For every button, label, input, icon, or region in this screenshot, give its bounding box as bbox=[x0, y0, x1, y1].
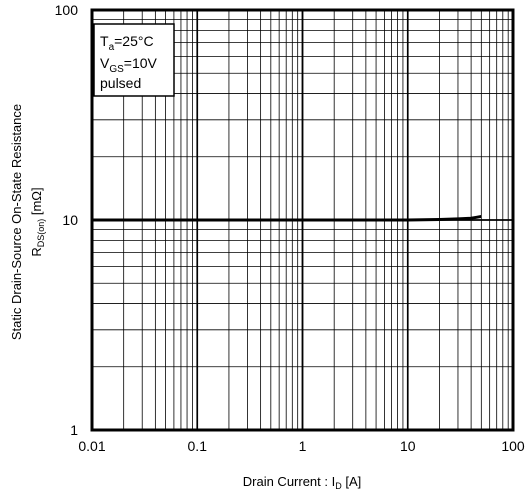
conditions-box: Ta=25°C VGS=10V pulsed bbox=[93, 23, 175, 97]
x-tick-labels: 0.01 0.1 1 10 100 bbox=[78, 438, 525, 454]
condition-gate-voltage: VGS=10V bbox=[100, 55, 158, 75]
x-axis-label: Drain Current : ID [A] bbox=[243, 474, 362, 491]
series-group bbox=[92, 214, 482, 222]
x-tick-label: 100 bbox=[501, 438, 525, 454]
y-axis-label-line1: Static Drain-Source On-State Resistance bbox=[9, 104, 24, 340]
conditions-box-frame bbox=[93, 23, 175, 97]
y-tick-label: 1 bbox=[70, 422, 78, 438]
x-tick-label: 10 bbox=[400, 438, 416, 454]
y-axis-label-line2: RDS(on) [mΩ] bbox=[29, 187, 46, 256]
x-tick-label: 0.01 bbox=[78, 438, 105, 454]
y-tick-label: 100 bbox=[55, 2, 79, 18]
x-tick-label: 1 bbox=[299, 438, 307, 454]
x-tick-label: 0.1 bbox=[188, 438, 208, 454]
series-line-0 bbox=[92, 214, 482, 222]
condition-temperature: Ta=25°C bbox=[100, 33, 154, 53]
plot-frame bbox=[90, 8, 515, 432]
y-tick-labels: 1 10 100 bbox=[55, 2, 79, 438]
y-tick-label: 10 bbox=[62, 212, 78, 228]
condition-pulsed: pulsed bbox=[100, 75, 141, 91]
